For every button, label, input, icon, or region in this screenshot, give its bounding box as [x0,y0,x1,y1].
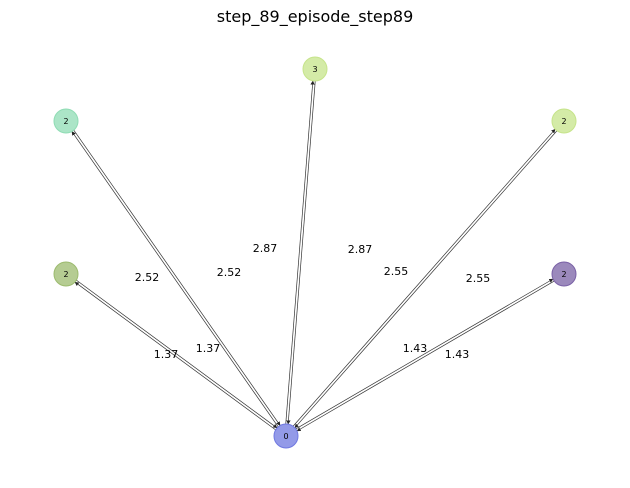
node-center: 0 [273,423,299,449]
node-label: 2 [561,117,566,126]
node-top: 3 [302,56,328,82]
edge-weight-label: 2.55 [466,272,491,285]
edge-center-top-in [286,81,316,425]
edge-center-upper-right-out [292,128,556,427]
edge-center-upper-left-in [73,129,281,426]
diagram-title: step_89_episode_step89 [216,7,414,26]
node-upper-left: 2 [53,108,79,134]
edge-center-upper-left-out [71,131,279,428]
edge-center-upper-right-in [294,130,558,429]
edge-weight-label: 1.37 [154,348,179,361]
node-circle [273,423,299,449]
edge-weight-label: 1.43 [403,342,428,355]
node-label: 0 [283,432,288,441]
edge-center-top-out [285,80,315,424]
edge-weight-label: 2.52 [217,266,242,279]
node-circle [551,261,577,287]
edge-center-right-in [296,280,555,432]
edge-weight-label: 2.52 [135,271,160,284]
node-label: 3 [312,65,317,74]
edge-weight-label: 2.87 [253,242,278,255]
node-left: 2 [53,261,79,287]
edge-weight-label: 1.43 [445,348,470,361]
edge-weight-label: 2.87 [348,243,373,256]
node-circle [551,108,577,134]
node-circle [53,108,79,134]
edge-weight-label: 2.55 [384,265,409,278]
node-upper-right: 2 [551,108,577,134]
edge-center-right-out [295,278,554,430]
edge-weight-label: 1.37 [196,342,221,355]
node-circle [302,56,328,82]
node-right: 2 [551,261,577,287]
node-circle [53,261,79,287]
edge-center-left-out [74,281,276,431]
edge-center-left-in [76,279,278,429]
node-label: 2 [63,117,68,126]
node-label: 2 [561,270,566,279]
node-label: 2 [63,270,68,279]
